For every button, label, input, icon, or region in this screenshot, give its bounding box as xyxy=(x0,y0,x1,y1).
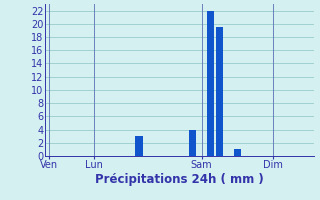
Bar xyxy=(135,136,143,156)
Bar xyxy=(189,130,196,156)
X-axis label: Précipitations 24h ( mm ): Précipitations 24h ( mm ) xyxy=(95,173,264,186)
Bar xyxy=(216,27,223,156)
Bar xyxy=(234,149,241,156)
Bar xyxy=(207,11,214,156)
